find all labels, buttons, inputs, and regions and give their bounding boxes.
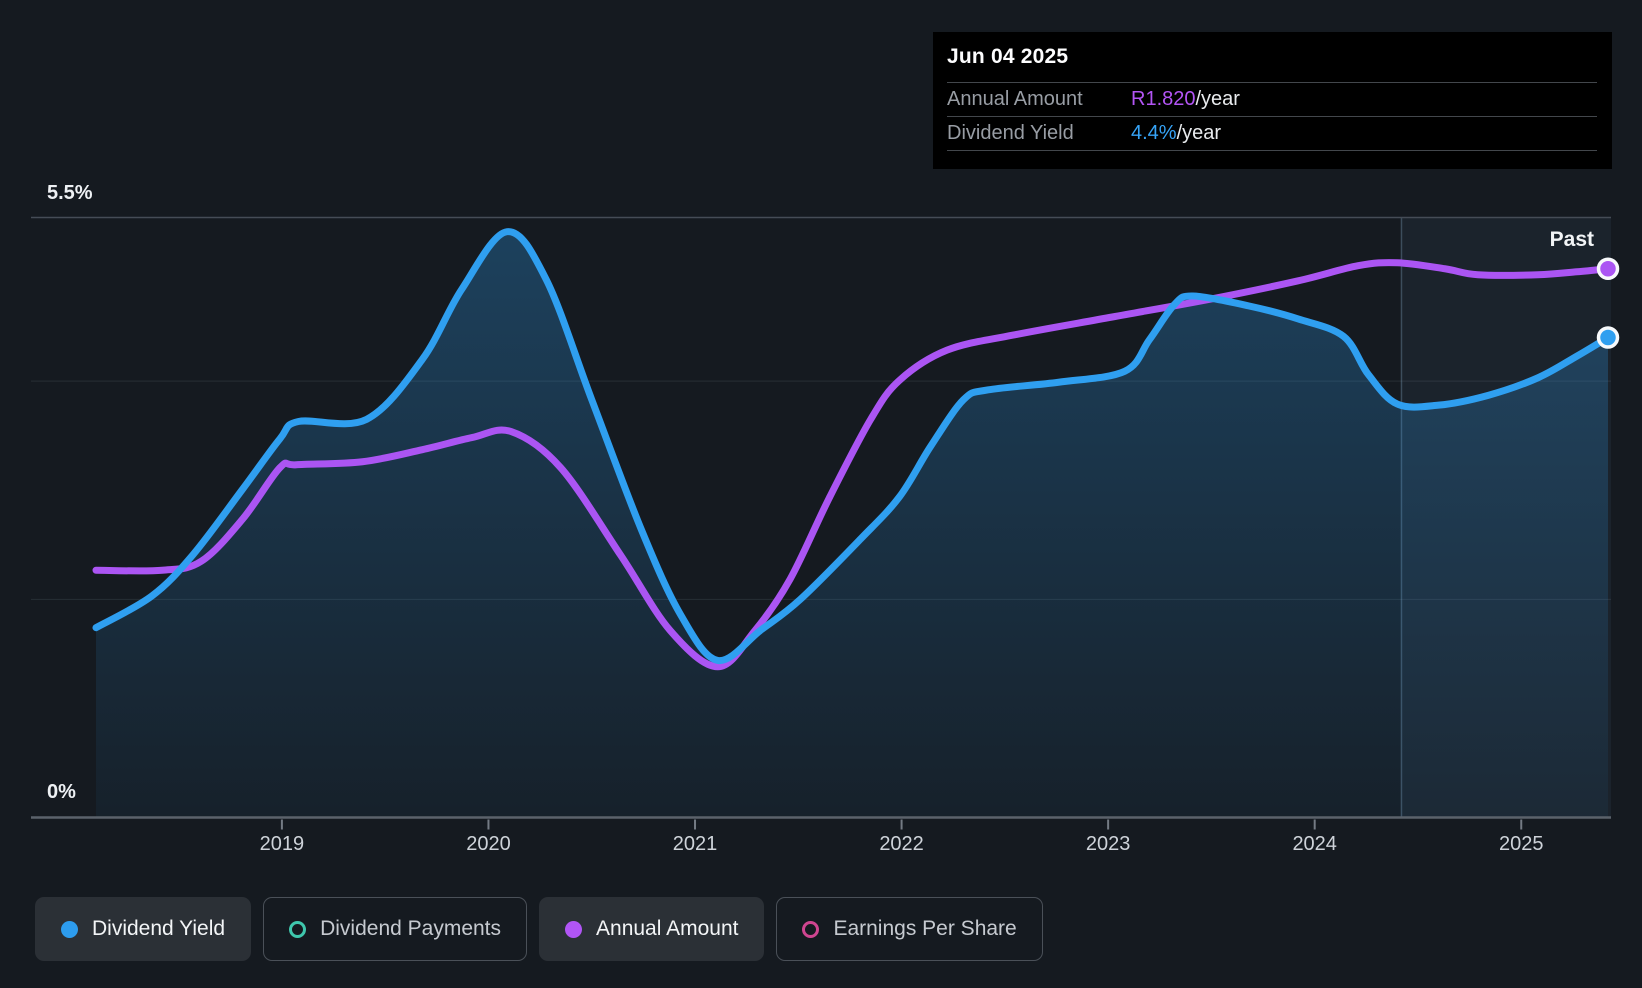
chart-legend: Dividend Yield Dividend Payments Annual Am… bbox=[35, 897, 1043, 961]
legend-label: Earnings Per Share bbox=[833, 917, 1017, 940]
legend-label: Dividend Yield bbox=[92, 917, 226, 940]
chart-tooltip: Jun 04 2025 Annual Amount R1.820/year Di… bbox=[933, 32, 1612, 169]
legend-ring-icon bbox=[802, 920, 820, 938]
tooltip-divider bbox=[947, 150, 1597, 151]
legend-label: Annual Amount bbox=[596, 917, 739, 940]
end-marker-annual-amount[interactable] bbox=[1596, 257, 1620, 281]
series-line-dividend-yield[interactable] bbox=[92, 228, 1612, 664]
x-axis-label-2019: 2019 bbox=[259, 833, 305, 855]
x-axis-label-2020: 2020 bbox=[466, 833, 511, 855]
x-axis-label-2024: 2024 bbox=[1292, 833, 1337, 855]
x-axis-label-2022: 2022 bbox=[879, 833, 924, 855]
legend-toggle-dividend-yield[interactable]: Dividend Yield bbox=[35, 897, 252, 961]
tooltip-date: Jun 04 2025 bbox=[947, 45, 1069, 68]
tooltip-value: 4.4% bbox=[1131, 122, 1177, 144]
series-line-annual-amount[interactable] bbox=[92, 259, 1612, 671]
tooltip-row-dividend-yield: Dividend Yield 4.4%/year bbox=[933, 117, 1612, 150]
tooltip-label: Annual Amount bbox=[947, 88, 1083, 110]
tooltip-label: Dividend Yield bbox=[947, 122, 1074, 144]
tooltip-row-annual-amount: Annual Amount R1.820/year bbox=[933, 83, 1612, 116]
tooltip-value: R1.820 bbox=[1131, 88, 1196, 110]
y-axis-label-min: 0% bbox=[47, 781, 76, 803]
legend-ring-icon bbox=[289, 920, 307, 938]
legend-dot-icon bbox=[565, 920, 583, 938]
x-axis-label-2021: 2021 bbox=[672, 833, 718, 855]
legend-toggle-earnings-per-share[interactable]: Earnings Per Share bbox=[776, 897, 1043, 961]
x-axis-label-2023: 2023 bbox=[1085, 833, 1131, 855]
tooltip-value-suffix: /year bbox=[1195, 88, 1240, 110]
tooltip-divider bbox=[947, 82, 1597, 83]
legend-label: Dividend Payments bbox=[320, 917, 502, 940]
tooltip-divider bbox=[947, 116, 1597, 117]
past-label: Past bbox=[1549, 228, 1594, 251]
end-marker-dividend-yield[interactable] bbox=[1596, 326, 1620, 349]
x-axis-label-2025: 2025 bbox=[1498, 833, 1544, 855]
y-axis-label-max: 5.5% bbox=[47, 182, 93, 204]
tooltip-value-suffix: /year bbox=[1176, 122, 1222, 144]
area-fill bbox=[96, 231, 1608, 818]
legend-dot-icon bbox=[61, 920, 78, 938]
legend-toggle-annual-amount[interactable]: Annual Amount bbox=[539, 897, 765, 961]
legend-toggle-dividend-payments[interactable]: Dividend Payments bbox=[263, 897, 528, 961]
